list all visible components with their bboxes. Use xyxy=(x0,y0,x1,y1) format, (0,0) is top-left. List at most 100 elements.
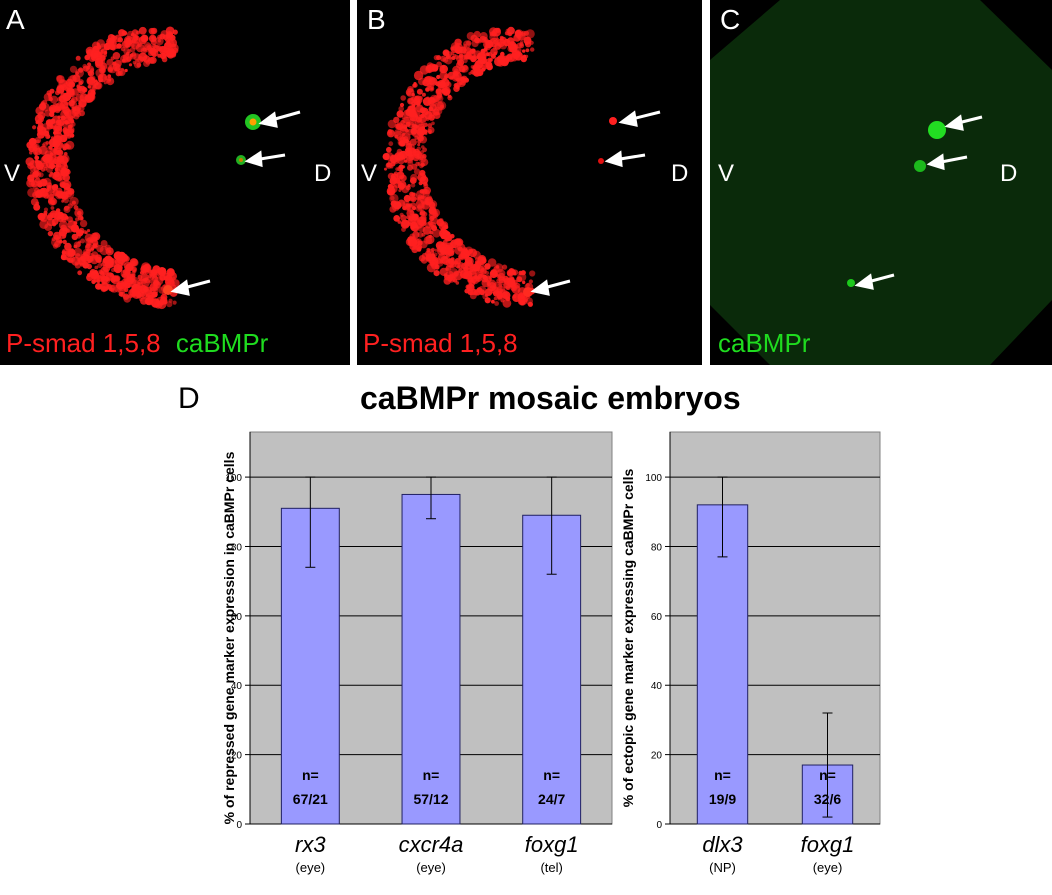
psmad-nucleus xyxy=(29,170,35,175)
psmad-nucleus xyxy=(67,220,77,230)
psmad-nucleus xyxy=(475,257,479,262)
psmad-nucleus xyxy=(99,278,103,282)
psmad-nucleus xyxy=(412,224,420,233)
psmad-nucleus xyxy=(426,195,433,201)
psmad-nucleus xyxy=(494,273,498,277)
psmad-nucleus xyxy=(71,256,81,266)
psmad-nucleus xyxy=(435,88,442,95)
psmad-nucleus xyxy=(160,293,168,301)
psmad-nucleus xyxy=(122,280,128,287)
psmad-nucleus xyxy=(442,77,447,82)
psmad-nucleus xyxy=(116,43,122,49)
psmad-nucleus xyxy=(464,53,471,60)
psmad-nucleus xyxy=(473,275,478,280)
psmad-nucleus xyxy=(85,243,91,249)
psmad-nucleus xyxy=(82,248,91,257)
psmad-nucleus xyxy=(430,250,435,255)
psmad-nucleus xyxy=(400,214,407,221)
psmad-nucleus xyxy=(57,119,65,126)
cabmpr-cell xyxy=(928,121,946,139)
psmad-nucleus xyxy=(59,239,63,244)
ventral-label: V xyxy=(4,160,21,187)
psmad-nucleus xyxy=(487,258,497,267)
psmad-nucleus xyxy=(432,228,441,238)
psmad-nucleus xyxy=(407,164,413,171)
n-label: n= xyxy=(302,767,319,783)
panel-label: A xyxy=(6,4,25,35)
psmad-nucleus xyxy=(140,265,148,273)
psmad-nucleus xyxy=(448,274,455,281)
y-tick-label: 20 xyxy=(231,751,243,762)
psmad-nucleus xyxy=(172,29,178,35)
psmad-nucleus xyxy=(77,85,87,95)
psmad-nucleus xyxy=(442,229,446,233)
psmad-nucleus xyxy=(136,62,142,68)
psmad-nucleus xyxy=(410,182,416,188)
psmad-nucleus xyxy=(76,234,82,239)
psmad-nucleus xyxy=(407,86,414,93)
psmad-nucleus xyxy=(429,261,435,267)
psmad-nucleus xyxy=(35,161,42,168)
psmad-nucleus xyxy=(56,85,65,94)
psmad-nucleus xyxy=(415,161,420,167)
psmad-nucleus xyxy=(70,119,75,124)
psmad-nucleus xyxy=(425,234,435,245)
psmad-nucleus xyxy=(61,227,67,232)
psmad-nucleus xyxy=(487,279,497,289)
psmad-nucleus xyxy=(155,36,164,46)
psmad-nucleus xyxy=(108,250,112,254)
psmad-crescent xyxy=(382,26,536,308)
arrow-icon xyxy=(530,110,661,296)
psmad-nucleus xyxy=(410,173,418,182)
psmad-nucleus xyxy=(53,171,60,178)
psmad-nucleus xyxy=(48,123,54,128)
psmad-nucleus xyxy=(431,65,439,72)
y-tick-label: 60 xyxy=(651,612,663,623)
psmad-nucleus xyxy=(103,51,108,55)
psmad-nucleus xyxy=(422,79,430,87)
psmad-nucleus xyxy=(417,114,427,124)
psmad-nucleus xyxy=(107,258,117,268)
psmad-nucleus xyxy=(413,168,421,175)
psmad-nucleus xyxy=(64,143,69,148)
cabmpr-caption: caBMPr xyxy=(175,328,269,358)
psmad-nucleus xyxy=(35,190,43,198)
psmad-nucleus xyxy=(450,260,456,265)
psmad-nucleus xyxy=(426,248,431,252)
n-label: n= xyxy=(423,767,440,783)
dorsal-label: D xyxy=(671,160,689,187)
psmad-nucleus xyxy=(450,257,455,262)
psmad-nucleus xyxy=(459,82,463,86)
psmad-nucleus xyxy=(132,60,137,65)
psmad-nucleus xyxy=(481,56,487,61)
psmad-nucleus xyxy=(445,236,450,242)
psmad-nucleus xyxy=(54,167,59,172)
psmad-nucleus xyxy=(113,263,123,274)
psmad-nucleus xyxy=(443,273,448,277)
psmad-nucleus xyxy=(418,154,427,163)
psmad-nucleus xyxy=(36,180,43,187)
psmad-nucleus xyxy=(418,181,423,186)
psmad-nucleus xyxy=(52,243,59,249)
psmad-nucleus xyxy=(129,53,134,57)
category-sublabel: (eye) xyxy=(813,860,843,875)
category-label: cxcr4a xyxy=(399,832,464,857)
psmad-nucleus xyxy=(413,70,424,81)
psmad-nucleus xyxy=(82,63,88,69)
psmad-nucleus xyxy=(92,243,98,249)
psmad-nucleus xyxy=(63,152,68,156)
psmad-nucleus xyxy=(56,187,63,194)
psmad-nucleus xyxy=(53,158,59,165)
psmad-nucleus xyxy=(149,56,157,64)
psmad-nucleus xyxy=(86,65,91,70)
psmad-nucleus xyxy=(30,198,39,206)
psmad-nucleus xyxy=(103,45,108,50)
psmad-nucleus xyxy=(398,150,408,160)
psmad-nucleus xyxy=(507,26,515,35)
panel-label: B xyxy=(367,4,386,35)
psmad-nucleus xyxy=(99,74,103,78)
psmad-nucleus xyxy=(479,289,485,296)
psmad-nucleus xyxy=(447,95,453,101)
psmad-nucleus xyxy=(451,56,456,60)
psmad-nucleus xyxy=(525,48,530,53)
